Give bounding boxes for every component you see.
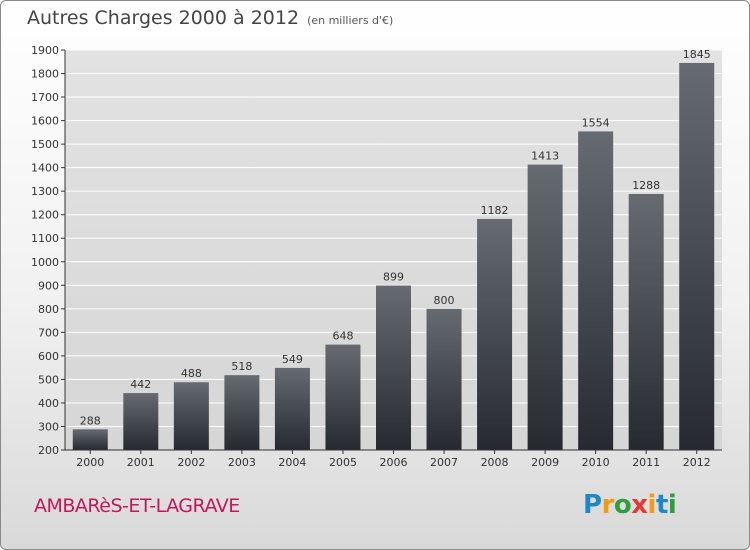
x-tick-label: 2000 — [76, 456, 104, 469]
logo-letter: i — [647, 490, 657, 520]
x-tick-label: 2002 — [177, 456, 205, 469]
place-name: AMBARèS-ET-LAGRAVE — [34, 495, 240, 517]
bar-value-label: 518 — [231, 360, 252, 373]
y-tick-label: 600 — [38, 350, 59, 363]
x-tick-label: 2001 — [127, 456, 155, 469]
bar-value-label: 1288 — [632, 179, 660, 192]
chart-title-text: Autres Charges 2000 à 2012 — [27, 7, 300, 29]
bar-value-label: 899 — [383, 271, 404, 284]
x-tick-label: 2012 — [683, 456, 711, 469]
bar — [426, 308, 462, 450]
bar-value-label: 549 — [282, 353, 303, 366]
bar — [325, 344, 361, 450]
bar — [72, 429, 108, 450]
chart-title: Autres Charges 2000 à 2012 (en milliers d… — [27, 7, 393, 29]
x-tick-label: 2008 — [481, 456, 509, 469]
y-tick-label: 1700 — [31, 91, 59, 104]
x-tick-label: 2010 — [582, 456, 610, 469]
bar — [628, 194, 664, 450]
bar-value-label: 1845 — [683, 48, 711, 61]
bar-value-label: 648 — [332, 330, 353, 343]
y-tick-label: 400 — [38, 397, 59, 410]
chart-subtitle: (en milliers d'€) — [307, 14, 394, 27]
y-tick-label: 500 — [38, 373, 59, 386]
logo-letter: r — [601, 490, 615, 520]
x-tick-label: 2009 — [531, 456, 559, 469]
bar-value-label: 288 — [80, 414, 101, 427]
y-tick-label: 1200 — [31, 209, 59, 222]
bar-value-label: 800 — [434, 294, 455, 307]
bar — [376, 285, 411, 450]
bar — [274, 367, 310, 450]
x-tick-label: 2011 — [632, 456, 660, 469]
x-tick-label: 2004 — [278, 456, 306, 469]
bar — [173, 382, 209, 450]
y-tick-label: 1900 — [31, 44, 59, 57]
y-tick-label: 300 — [38, 420, 59, 433]
y-tick-label: 1500 — [31, 138, 59, 151]
y-tick-label: 1000 — [31, 256, 59, 269]
bar-value-label: 488 — [181, 367, 202, 380]
logo-letter: t — [655, 490, 668, 520]
bar — [679, 62, 715, 451]
y-tick-label: 700 — [38, 326, 59, 339]
bar-value-label: 1413 — [531, 150, 559, 163]
bar-value-label: 1554 — [582, 116, 610, 129]
bar — [578, 131, 614, 451]
bar — [123, 393, 159, 450]
y-tick-label: 1600 — [31, 115, 59, 128]
proxiti-logo[interactable]: Proxiti — [583, 490, 677, 520]
bar — [477, 218, 513, 450]
y-tick-label: 900 — [38, 279, 59, 292]
bar — [527, 164, 563, 450]
bar-value-label: 442 — [130, 378, 151, 391]
logo-letter: x — [631, 490, 648, 520]
bar-value-label: 1182 — [481, 204, 509, 217]
logo-letter: i — [667, 490, 677, 520]
y-tick-label: 1300 — [31, 185, 59, 198]
bar — [224, 375, 260, 450]
y-tick-label: 800 — [38, 303, 59, 316]
x-tick-label: 2007 — [430, 456, 458, 469]
bars-layer: 288 442 488 518 549 648 899 800 1182 1413 1554 1288… — [72, 48, 715, 451]
y-tick-label: 1800 — [31, 68, 59, 81]
y-tick-label: 200 — [38, 444, 59, 457]
axis-layer: 200 300 400 500 600 700 800 900 1000 1100 1200 1300… — [31, 44, 722, 469]
x-tick-label: 2003 — [228, 456, 256, 469]
logo-letter: P — [583, 490, 602, 520]
y-tick-label: 1100 — [31, 232, 59, 245]
logo-letter: o — [613, 490, 632, 520]
x-tick-label: 2006 — [380, 456, 408, 469]
x-tick-label: 2005 — [329, 456, 357, 469]
y-tick-label: 1400 — [31, 162, 59, 175]
